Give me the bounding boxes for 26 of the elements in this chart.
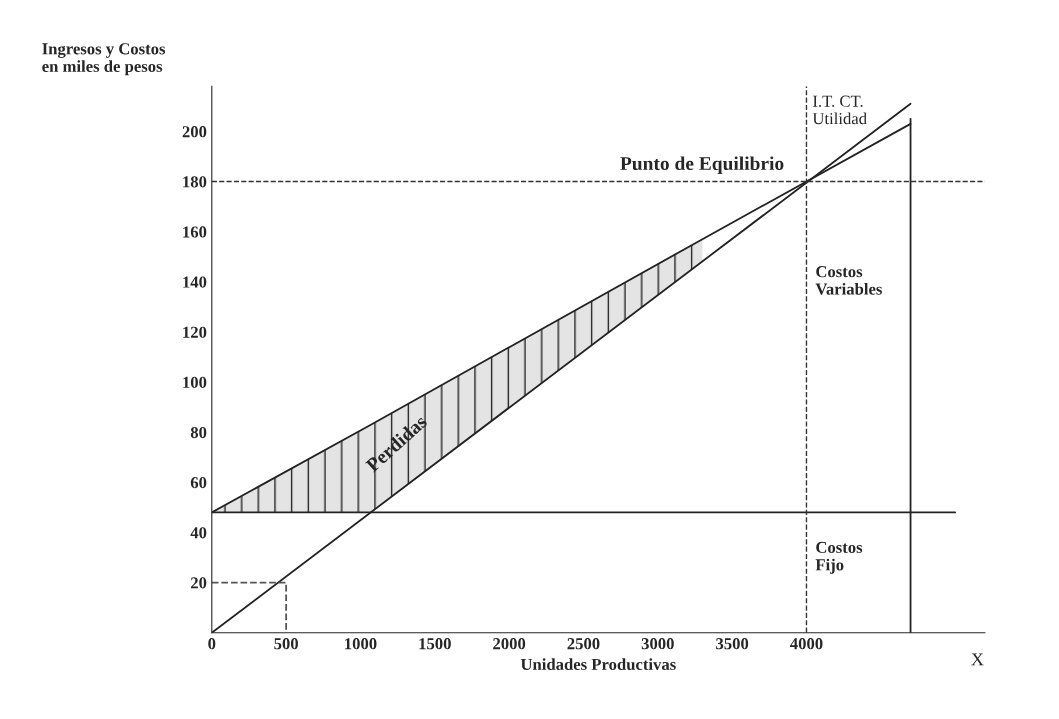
y-tick-label: 120	[183, 326, 207, 338]
x-tick-label: 4000	[790, 638, 823, 650]
x-tick-label: 3500	[716, 638, 749, 650]
x-tick-label: 1000	[345, 638, 377, 650]
y-tick-label: 60	[190, 477, 207, 489]
x-tick-label: 2000	[493, 638, 526, 650]
y-tick-label: 180	[183, 176, 207, 188]
y-tick-label: 140	[183, 276, 207, 288]
x-tick-label: 3000	[641, 638, 674, 650]
y-tick-label: 40	[190, 527, 207, 539]
x-tick-label: 2500	[567, 638, 600, 650]
x-tick-label: 0	[208, 638, 216, 650]
annotation: Punto de Equilibrio	[620, 156, 784, 175]
x-tick-label: 500	[274, 638, 298, 650]
y-tick-label: 20	[190, 577, 207, 589]
text: X	[971, 653, 984, 666]
y-axis-title: Ingresos y Costos en miles de pesos	[42, 43, 166, 76]
y-tick-label: 100	[183, 376, 207, 389]
y-tick-label: 160	[183, 226, 207, 238]
y-tick-label: 200	[182, 126, 207, 138]
x-tick-label: 1500	[419, 638, 451, 650]
annotation: Costos Fijo	[815, 541, 863, 574]
annotation: Costos Variables	[815, 266, 882, 295]
y-tick-label: 80	[190, 426, 207, 439]
annotation: I.T. CT. Utilidad	[812, 95, 867, 125]
x-axis-title: Unidades Productivas	[520, 658, 676, 671]
